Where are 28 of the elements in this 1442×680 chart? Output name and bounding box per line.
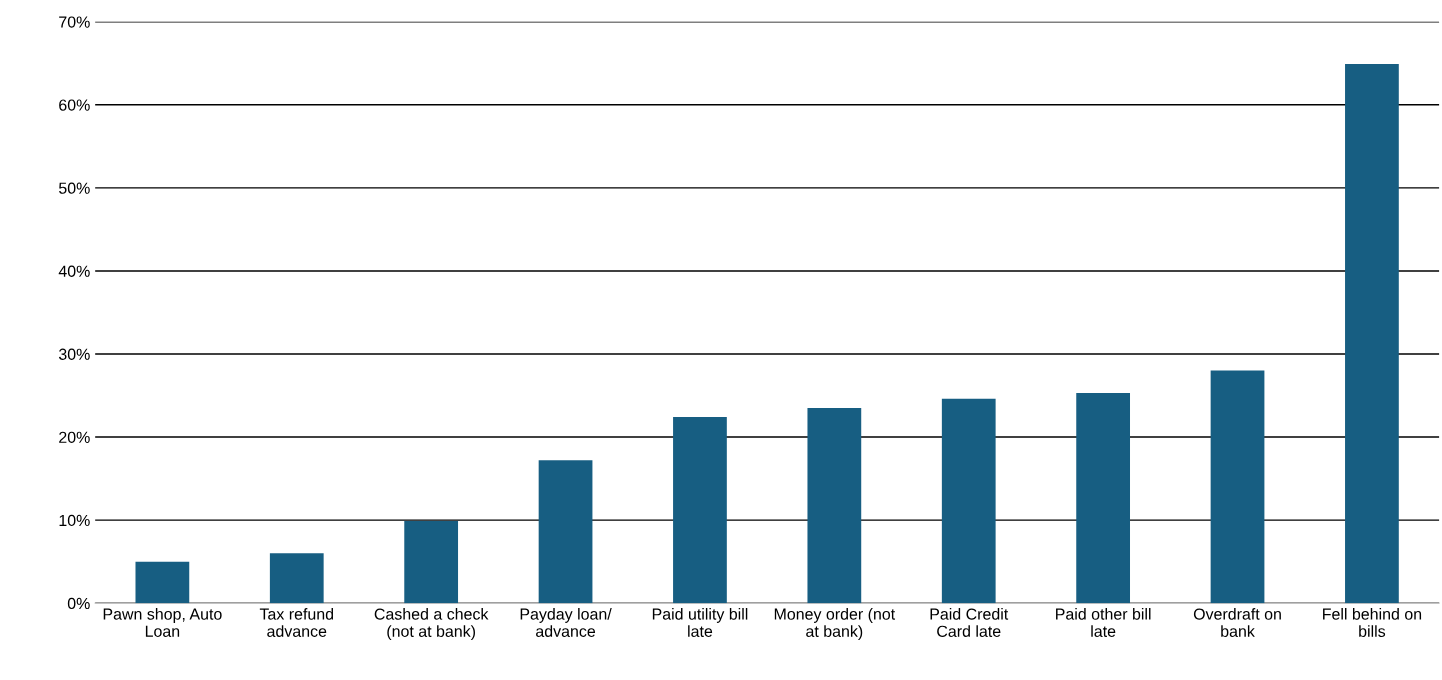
- x-tick-label: Paid Credit Card late: [930, 608, 1009, 637]
- x-tick-label: Cashed a check (not at bank): [374, 608, 489, 641]
- x-tick-label: Money order (not at bank): [774, 608, 896, 641]
- x-tick-label: Pawn shop, Auto Loan: [103, 608, 222, 637]
- bar: [1345, 64, 1399, 604]
- bar: [807, 407, 862, 604]
- y-tick-label: 70%: [59, 16, 90, 28]
- y-tick-label: 10%: [59, 514, 90, 527]
- bar: [941, 398, 996, 604]
- y-tick-label: 50%: [58, 182, 90, 194]
- y-tick-label: 40%: [58, 265, 90, 277]
- bar: [673, 417, 727, 604]
- x-tick-label: Payday loan/ advance: [520, 608, 612, 637]
- bar: [538, 460, 593, 604]
- y-tick-label: 30%: [58, 348, 90, 360]
- y-tick-label: 60%: [59, 99, 90, 111]
- x-tick-label: Paid utility bill late: [652, 608, 748, 637]
- x-tick-label: Overdraft on bank: [1193, 608, 1281, 637]
- bar: [404, 520, 459, 604]
- bar: [1076, 393, 1131, 604]
- y-tick-label: 0%: [67, 597, 90, 610]
- bar: [1210, 370, 1265, 604]
- bar: [135, 561, 190, 604]
- x-tick-label: Paid other bill late: [1056, 608, 1151, 637]
- y-tick-label: 20%: [59, 431, 90, 443]
- x-tick-label: Fell behind on bills: [1323, 608, 1422, 637]
- bar: [269, 553, 324, 604]
- x-tick-label: Tax refund advance: [259, 608, 334, 637]
